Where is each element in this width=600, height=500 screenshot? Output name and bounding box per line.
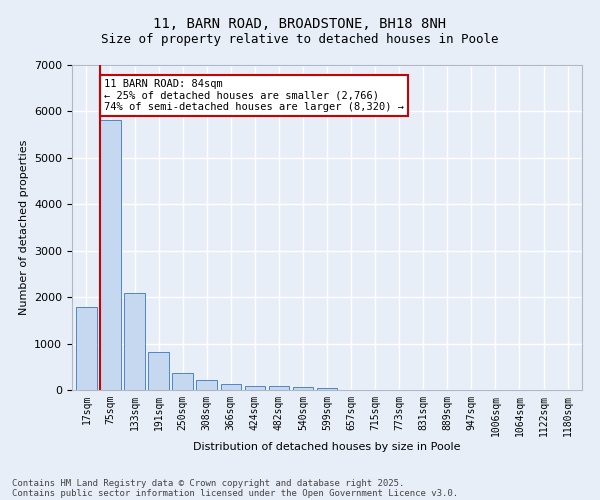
Bar xyxy=(245,386,265,390)
Bar xyxy=(317,388,337,390)
Bar xyxy=(221,384,241,390)
Bar xyxy=(124,292,145,390)
Bar xyxy=(76,308,97,390)
Text: Contains public sector information licensed under the Open Government Licence v3: Contains public sector information licen… xyxy=(12,488,458,498)
Bar xyxy=(148,352,169,390)
Bar xyxy=(293,387,313,390)
Text: Size of property relative to detached houses in Poole: Size of property relative to detached ho… xyxy=(101,32,499,46)
Text: 11, BARN ROAD, BROADSTONE, BH18 8NH: 11, BARN ROAD, BROADSTONE, BH18 8NH xyxy=(154,18,446,32)
Bar xyxy=(100,120,121,390)
Bar xyxy=(269,386,289,390)
Text: Contains HM Land Registry data © Crown copyright and database right 2025.: Contains HM Land Registry data © Crown c… xyxy=(12,478,404,488)
Bar xyxy=(196,380,217,390)
X-axis label: Distribution of detached houses by size in Poole: Distribution of detached houses by size … xyxy=(193,442,461,452)
Text: 11 BARN ROAD: 84sqm
← 25% of detached houses are smaller (2,766)
74% of semi-det: 11 BARN ROAD: 84sqm ← 25% of detached ho… xyxy=(104,79,404,112)
Bar xyxy=(172,373,193,390)
Y-axis label: Number of detached properties: Number of detached properties xyxy=(19,140,29,315)
